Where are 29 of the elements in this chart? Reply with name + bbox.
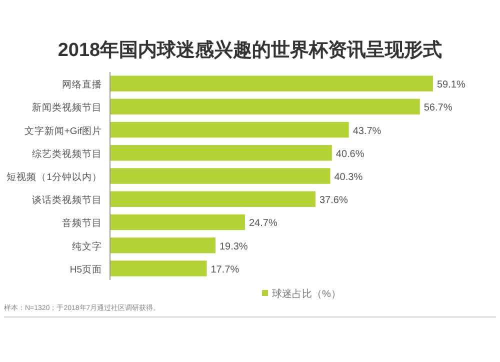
data-label: 56.7%: [424, 102, 452, 114]
chart-title: 2018年国内球迷感兴趣的世界杯资讯呈现形式: [58, 39, 442, 61]
data-label: 43.7%: [352, 126, 382, 137]
y-tick-label: 文字新闻+Gif图片: [24, 124, 102, 137]
bar: [110, 122, 349, 138]
y-tick-label: 新闻类视频节目: [32, 102, 102, 114]
data-label: 40.6%: [336, 148, 364, 160]
bar: [110, 237, 216, 254]
y-tick-label: 网络直播: [62, 78, 102, 91]
bar: [110, 191, 316, 207]
bar: [110, 168, 330, 184]
bar: [110, 145, 332, 161]
data-label: 19.3%: [219, 241, 248, 252]
bar: [110, 260, 207, 276]
y-tick-label: H5页面: [70, 264, 102, 276]
bar: [110, 214, 245, 230]
y-tick-label: 短视频（1分钟以内）: [6, 171, 102, 183]
bar: [110, 76, 433, 92]
data-label: 17.7%: [210, 264, 240, 276]
y-tick-label: 综艺类视频节目: [32, 148, 102, 160]
bar: [110, 98, 420, 115]
data-label: 24.7%: [248, 218, 278, 230]
legend-label: 球迷占比（%）: [272, 288, 341, 300]
data-label: 40.3%: [334, 172, 363, 183]
y-tick-label: 音频节目: [62, 217, 102, 230]
data-label: 37.6%: [319, 195, 348, 206]
data-label: 59.1%: [437, 80, 466, 91]
y-tick-label: 纯文字: [72, 240, 102, 252]
y-tick-label: 谈话类视频节目: [32, 194, 102, 206]
